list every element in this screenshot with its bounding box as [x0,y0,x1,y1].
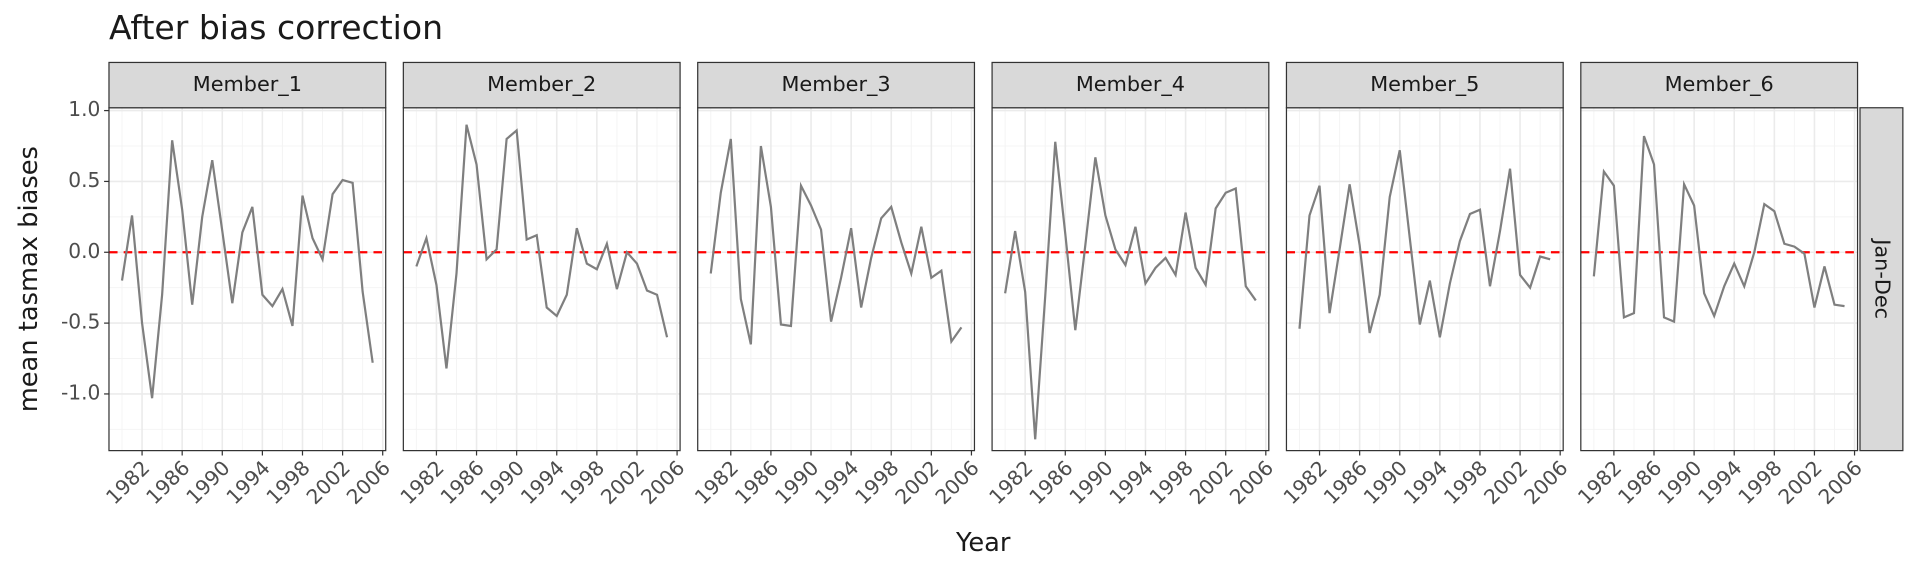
facet-strip [1580,61,1859,109]
x-tick-label: 1994 [810,456,863,509]
x-tick-label: 2002 [1479,456,1532,509]
x-tick-label: 1994 [1399,456,1452,509]
x-tick-label: 1994 [1693,456,1746,509]
x-tick-label: 2006 [1519,456,1572,509]
x-tick-label: 1986 [1024,456,1077,509]
x-tick-label: 1990 [1359,456,1412,509]
x-axis-title: Year [955,528,1011,558]
x-tick-label: 2002 [302,456,355,509]
x-tick-label: 1994 [221,456,274,509]
series-line [1298,150,1551,338]
x-tick-label: 1986 [1319,456,1372,509]
series-line [709,138,963,345]
panel-background [1580,107,1858,451]
x-tick-label: 1982 [395,456,448,509]
series-line [415,124,669,369]
x-tick-label: 1998 [556,456,609,509]
x-tick-label: 2002 [596,456,649,509]
x-tick-label: 2006 [342,456,395,509]
x-tick-label: 1990 [1064,456,1117,509]
chart-title: After bias correction [109,8,443,47]
series-line [1004,141,1257,440]
x-tick-label: 2006 [930,456,983,509]
panel-background [108,107,386,451]
series-line [120,140,374,399]
x-tick-label: 1990 [770,456,823,509]
x-tick-label: 1994 [516,456,569,509]
x-tick-label: 1990 [1653,456,1706,509]
x-tick-label: 1986 [1613,456,1666,509]
x-tick-label: 1998 [1439,456,1492,509]
facet-label: Member_2 [487,72,596,96]
facet-label: Member_3 [781,72,890,96]
x-tick-label: 1986 [730,456,783,509]
x-tick-label: 2002 [1185,456,1238,509]
facet-strip [402,61,681,109]
row-strip [1859,107,1904,452]
y-axis-title: mean tasmax biases [14,146,44,412]
facet-label: Member_5 [1370,72,1479,96]
panel-background [992,107,1269,451]
row-strip-label: Jan-Dec [1870,237,1894,319]
x-tick-label: 2002 [1773,456,1826,509]
y-tick-label: 0.5 [68,168,100,192]
facet-label: Member_6 [1665,72,1774,96]
y-tick-label: -1.0 [61,380,100,404]
series-line [1592,135,1845,324]
x-tick-label: 1994 [1105,456,1158,509]
x-tick-label: 1998 [1733,456,1786,509]
x-tick-label: 2002 [890,456,943,509]
x-tick-label: 1986 [436,456,489,509]
x-tick-label: 1998 [1145,456,1198,509]
facet-label: Member_4 [1076,72,1185,96]
facet-strip [1285,61,1564,109]
x-tick-label: 1982 [101,456,154,509]
facet-strip [108,61,387,109]
x-tick-label: 1982 [690,456,743,509]
x-tick-label: 1990 [476,456,529,509]
facet-strip [991,61,1270,109]
x-tick-label: 1982 [1279,456,1332,509]
x-tick-label: 1982 [1573,456,1626,509]
y-tick-label: -0.5 [61,310,100,334]
x-tick-label: 1998 [850,456,903,509]
facet-label: Member_1 [193,72,302,96]
x-tick-label: 2006 [1225,456,1278,509]
x-tick-label: 1998 [262,456,315,509]
x-tick-label: 1990 [181,456,234,509]
x-tick-label: 1986 [141,456,194,509]
x-tick-label: 2006 [636,456,689,509]
y-tick-label: 0.0 [68,239,100,263]
x-tick-label: 2006 [1814,456,1867,509]
x-tick-label: 1982 [984,456,1037,509]
y-tick-label: 1.0 [68,97,100,121]
facet-strip [697,61,976,109]
